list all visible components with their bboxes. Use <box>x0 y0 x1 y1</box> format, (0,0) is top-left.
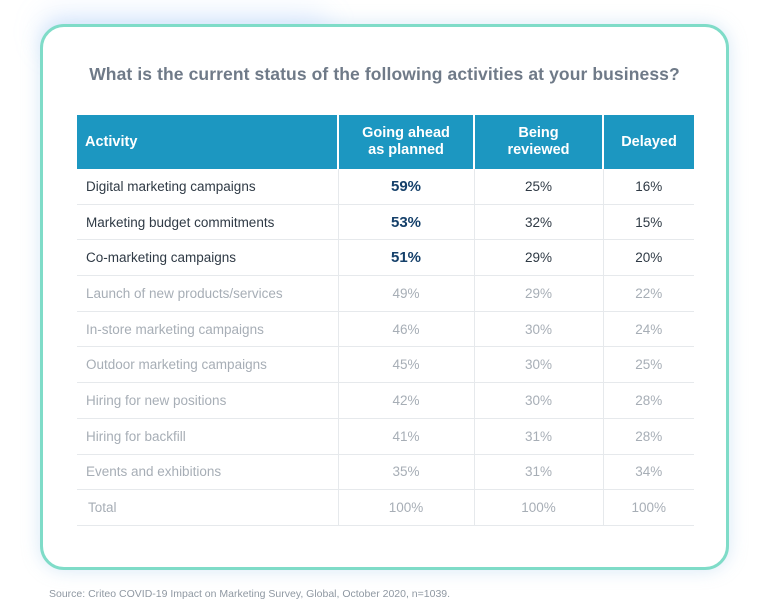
cell-being-reviewed: 32% <box>474 204 604 241</box>
cell-activity: Events and exhibitions <box>77 454 339 491</box>
cell-going-ahead: 51% <box>338 239 475 277</box>
chart-title: What is the current status of the follow… <box>89 64 680 84</box>
cell-activity: Marketing budget commitments <box>77 204 339 241</box>
cell-activity: Hiring for backfill <box>77 418 339 455</box>
cell-going-ahead: 42% <box>338 382 475 419</box>
cell-activity: Co-marketing campaigns <box>77 239 339 277</box>
header-going-ahead-line2: as planned <box>368 142 444 158</box>
header-being-reviewed-line1: Being <box>518 125 559 141</box>
cell-being-reviewed: 25% <box>474 169 604 205</box>
cell-delayed: 28% <box>603 382 694 419</box>
header-being-reviewed: Being reviewed <box>474 115 604 169</box>
cell-going-ahead: 100% <box>338 489 475 526</box>
table-row: Hiring for backfill 41% 31% 28% <box>77 418 694 455</box>
cell-going-ahead: 53% <box>338 204 475 241</box>
header-activity: Activity <box>77 115 339 169</box>
header-going-ahead: Going ahead as planned <box>338 115 475 169</box>
header-being-reviewed-line2: reviewed <box>507 142 570 158</box>
table-body: Digital marketing campaigns 59% 25% 16% Mark… <box>77 169 694 526</box>
table-row: Digital marketing campaigns 59% 25% 16% <box>77 169 694 205</box>
table-row: Events and exhibitions 35% 31% 34% <box>77 454 694 491</box>
cell-activity: Launch of new products/services <box>77 275 339 312</box>
cell-delayed: 16% <box>603 169 694 205</box>
cell-going-ahead: 45% <box>338 346 475 384</box>
cell-delayed: 100% <box>603 489 694 526</box>
table-row: Launch of new products/services 49% 29% 22% <box>77 275 694 312</box>
cell-going-ahead: 35% <box>338 454 475 491</box>
cell-delayed: 20% <box>603 239 694 277</box>
cell-activity: Hiring for new positions <box>77 382 339 419</box>
header-going-ahead-line1: Going ahead <box>362 125 450 141</box>
cell-delayed: 25% <box>603 346 694 384</box>
cell-activity: In-store marketing campaigns <box>77 311 339 348</box>
cell-delayed: 22% <box>603 275 694 312</box>
cell-going-ahead: 41% <box>338 418 475 455</box>
table-row: Co-marketing campaigns 51% 29% 20% <box>77 239 694 277</box>
table-row: Hiring for new positions 42% 30% 28% <box>77 382 694 419</box>
cell-activity: Digital marketing campaigns <box>77 169 339 205</box>
cell-being-reviewed: 30% <box>474 311 604 348</box>
cell-being-reviewed: 30% <box>474 346 604 384</box>
source-note: Source: Criteo COVID-19 Impact on Market… <box>49 588 451 600</box>
cell-being-reviewed: 31% <box>474 454 604 491</box>
table-header-row: Activity Going ahead as planned Being re… <box>77 115 694 169</box>
cell-delayed: 28% <box>603 418 694 455</box>
table-row: Outdoor marketing campaigns 45% 30% 25% <box>77 346 694 384</box>
table-row: Total 100% 100% 100% <box>77 489 694 526</box>
cell-being-reviewed: 31% <box>474 418 604 455</box>
cell-activity: Outdoor marketing campaigns <box>77 346 339 384</box>
status-table: Activity Going ahead as planned Being re… <box>77 115 694 526</box>
cell-going-ahead: 46% <box>338 311 475 348</box>
survey-card: What is the current status of the follow… <box>40 24 729 570</box>
cell-activity: Total <box>77 489 339 526</box>
cell-delayed: 24% <box>603 311 694 348</box>
table-row: Marketing budget commitments 53% 32% 15% <box>77 204 694 241</box>
header-delayed: Delayed <box>603 115 694 169</box>
cell-being-reviewed: 30% <box>474 382 604 419</box>
cell-going-ahead: 49% <box>338 275 475 312</box>
cell-being-reviewed: 29% <box>474 275 604 312</box>
header-activity-label: Activity <box>85 133 138 150</box>
cell-being-reviewed: 29% <box>474 239 604 277</box>
cell-going-ahead: 59% <box>338 169 475 205</box>
header-delayed-label: Delayed <box>621 133 677 150</box>
cell-delayed: 34% <box>603 454 694 491</box>
cell-being-reviewed: 100% <box>474 489 604 526</box>
table-row: In-store marketing campaigns 46% 30% 24% <box>77 311 694 348</box>
cell-delayed: 15% <box>603 204 694 241</box>
